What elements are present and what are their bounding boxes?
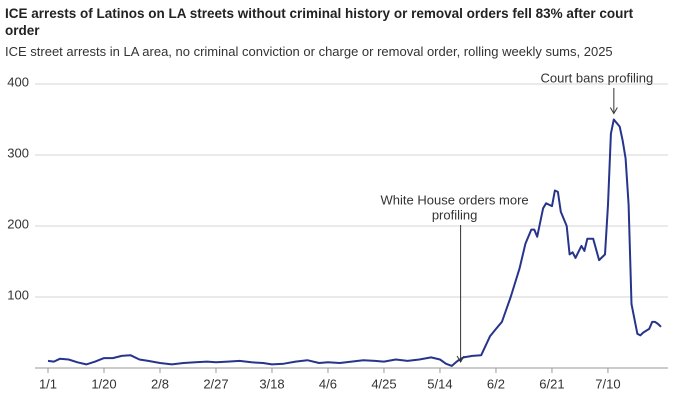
x-tick-label: 4/6 bbox=[319, 376, 337, 391]
y-tick-label: 200 bbox=[7, 216, 29, 231]
chart-title: ICE arrests of Latinos on LA streets wit… bbox=[5, 6, 634, 38]
x-tick-label: 1/20 bbox=[91, 376, 116, 391]
line-series bbox=[47, 118, 662, 367]
annotation-label: profiling bbox=[432, 207, 478, 222]
x-tick-label: 6/21 bbox=[539, 376, 564, 391]
annotation-label: Court bans profiling bbox=[540, 70, 653, 85]
x-tick-label: 6/2 bbox=[487, 376, 505, 391]
chart-subtitle: ICE street arrests in LA area, no crimin… bbox=[5, 44, 613, 59]
x-tick-label: 7/10 bbox=[595, 376, 620, 391]
x-tick-label: 2/8 bbox=[151, 376, 169, 391]
x-tick-label: 5/14 bbox=[427, 376, 452, 391]
x-tick-label: 2/27 bbox=[203, 376, 228, 391]
annotation-arrowhead bbox=[456, 355, 465, 363]
y-tick-label: 300 bbox=[7, 145, 29, 160]
annotation-label: White House orders more bbox=[381, 192, 529, 207]
x-tick-label: 4/25 bbox=[371, 376, 396, 391]
y-tick-label: 100 bbox=[7, 287, 29, 302]
x-tick-label: 1/1 bbox=[39, 376, 57, 391]
y-tick-label: 400 bbox=[7, 74, 29, 89]
annotation-arrowhead bbox=[609, 107, 618, 115]
x-tick-label: 3/18 bbox=[259, 376, 284, 391]
